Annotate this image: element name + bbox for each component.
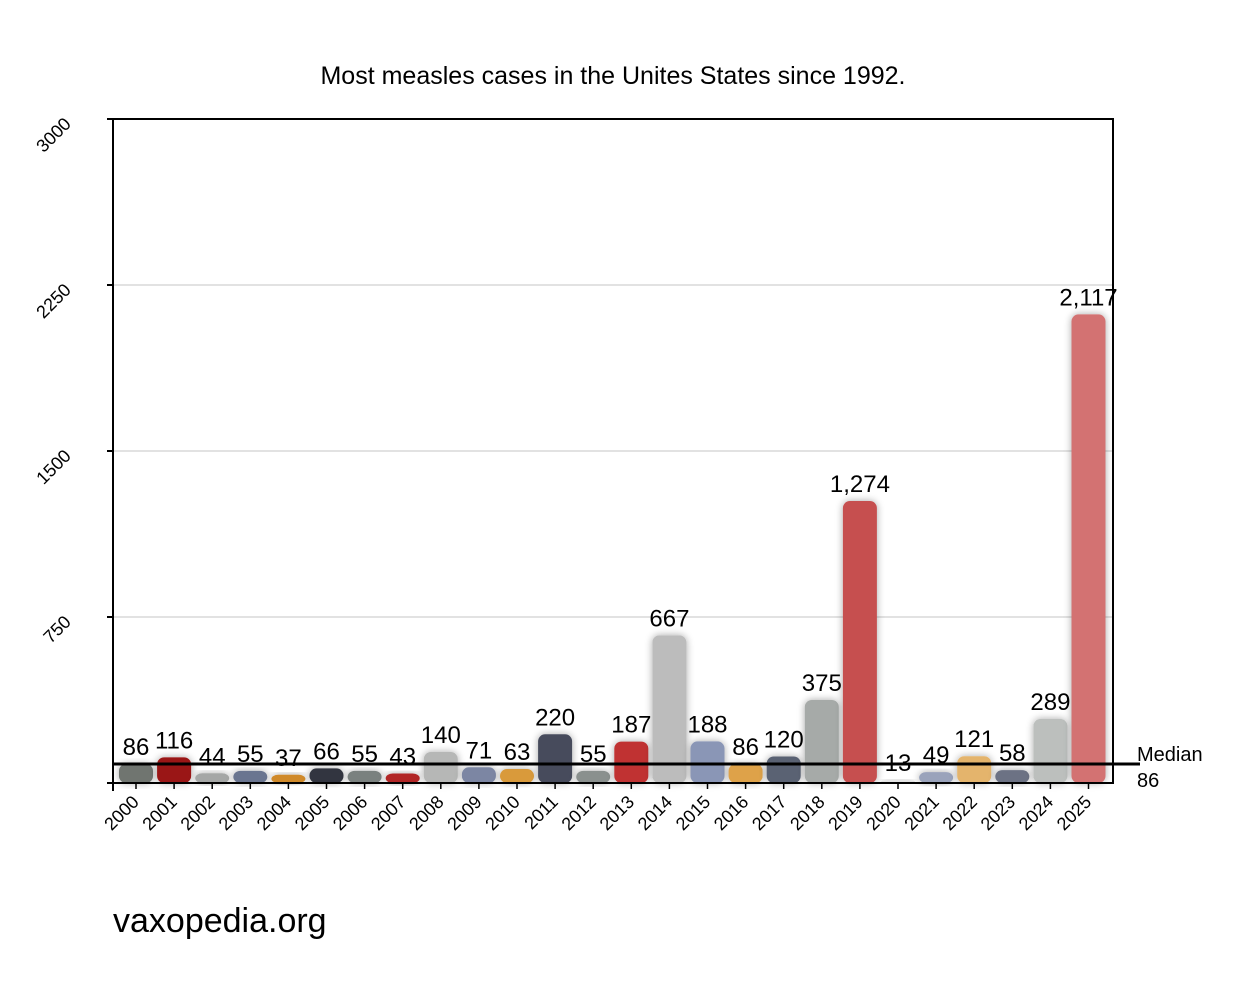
x-tick-label: 2020 xyxy=(862,792,904,834)
bar-2017 xyxy=(766,756,801,783)
x-tick-label: 2001 xyxy=(138,792,180,834)
bar-2004 xyxy=(271,774,306,783)
data-label-2000: 86 xyxy=(123,734,150,761)
bar-2013 xyxy=(614,741,649,783)
data-label-2010: 63 xyxy=(504,739,531,766)
y-tick-label: 3000 xyxy=(32,114,74,156)
bar-2008 xyxy=(423,752,458,783)
data-label-2019: 1,274 xyxy=(830,471,890,498)
bar-2006 xyxy=(347,770,382,783)
y-tick-label: 1500 xyxy=(32,446,74,488)
x-tick-label: 2010 xyxy=(481,792,523,834)
x-tick-label: 2014 xyxy=(634,792,676,834)
bar-2018 xyxy=(804,700,839,783)
data-label-2002: 44 xyxy=(199,743,226,770)
x-tick-label: 2019 xyxy=(824,792,866,834)
bar-2016 xyxy=(728,763,763,783)
data-label-2022: 121 xyxy=(954,726,994,753)
bar-2019 xyxy=(842,501,877,783)
data-label-2007: 43 xyxy=(389,743,416,770)
data-label-2004: 37 xyxy=(275,745,302,772)
bar-2014 xyxy=(652,635,687,783)
bar-2001 xyxy=(157,757,192,783)
bar-2024 xyxy=(1033,719,1068,783)
chart-title: Most measles cases in the Unites States … xyxy=(320,62,906,90)
data-label-2008: 140 xyxy=(421,722,461,749)
x-tick-label: 2009 xyxy=(443,792,485,834)
x-tick-label: 2016 xyxy=(710,792,752,834)
x-tick-label: 2023 xyxy=(977,792,1019,834)
plot-frame xyxy=(112,118,1114,784)
x-tick-label: 2005 xyxy=(291,792,333,834)
y-tick-label: 750 xyxy=(39,612,74,647)
x-tick-label: 2000 xyxy=(100,792,142,834)
data-label-2018: 375 xyxy=(802,670,842,697)
bar-2003 xyxy=(233,770,268,783)
data-label-2005: 66 xyxy=(313,738,340,765)
bar-2005 xyxy=(309,768,344,783)
data-label-2017: 120 xyxy=(764,726,804,753)
data-label-2015: 188 xyxy=(687,711,727,738)
data-label-2011: 220 xyxy=(535,704,575,731)
x-tick-label: 2017 xyxy=(748,792,790,834)
bar-2021 xyxy=(919,772,954,783)
source-footer: vaxopedia.org xyxy=(113,902,327,940)
x-tick-label: 2007 xyxy=(367,792,409,834)
bar-2012 xyxy=(576,770,611,783)
x-tick-label: 2004 xyxy=(253,792,295,834)
x-tick-label: 2006 xyxy=(329,792,371,834)
x-tick-label: 2013 xyxy=(596,792,638,834)
x-tick-label: 2008 xyxy=(405,792,447,834)
data-label-2025: 2,117 xyxy=(1059,284,1117,311)
median-value-label: 86 xyxy=(1137,770,1159,792)
data-label-2016: 86 xyxy=(732,734,759,761)
x-tick-label: 2011 xyxy=(520,792,562,834)
x-tick-label: 2012 xyxy=(558,792,600,834)
bar-2015 xyxy=(690,741,725,783)
bar-2000 xyxy=(119,763,153,783)
bar-2023 xyxy=(995,770,1030,783)
median-label: Median xyxy=(1137,744,1203,766)
x-tick-label: 2021 xyxy=(900,792,942,834)
x-tick-label: 2018 xyxy=(786,792,828,834)
y-axis-ticks: 750 1500 2250 3000 xyxy=(32,114,113,784)
bar-2007 xyxy=(385,773,420,783)
y-tick-label: 2250 xyxy=(32,280,74,322)
bar-2022 xyxy=(957,756,992,783)
bar-2025 xyxy=(1071,314,1106,783)
x-tick-label: 2022 xyxy=(939,792,981,834)
median-line-group: Median 86 xyxy=(113,744,1203,792)
x-axis-ticks: 2000200120022003200420052006200720082009… xyxy=(100,783,1095,834)
x-tick-label: 2025 xyxy=(1053,792,1095,834)
x-tick-label: 2002 xyxy=(177,792,219,834)
bar-2011 xyxy=(538,734,573,783)
bar-2009 xyxy=(461,767,496,783)
data-label-2009: 71 xyxy=(466,737,493,764)
bars xyxy=(119,314,1106,783)
x-tick-label: 2003 xyxy=(215,792,257,834)
data-label-2001: 116 xyxy=(155,727,193,754)
gridlines xyxy=(113,284,1113,618)
x-tick-label: 2024 xyxy=(1015,792,1057,834)
x-tick-label: 2015 xyxy=(672,792,714,834)
data-label-2014: 667 xyxy=(649,605,689,632)
data-label-2013: 187 xyxy=(611,712,651,739)
data-label-2024: 289 xyxy=(1030,689,1070,716)
bar-2010 xyxy=(500,769,534,783)
bar-2002 xyxy=(195,773,230,783)
